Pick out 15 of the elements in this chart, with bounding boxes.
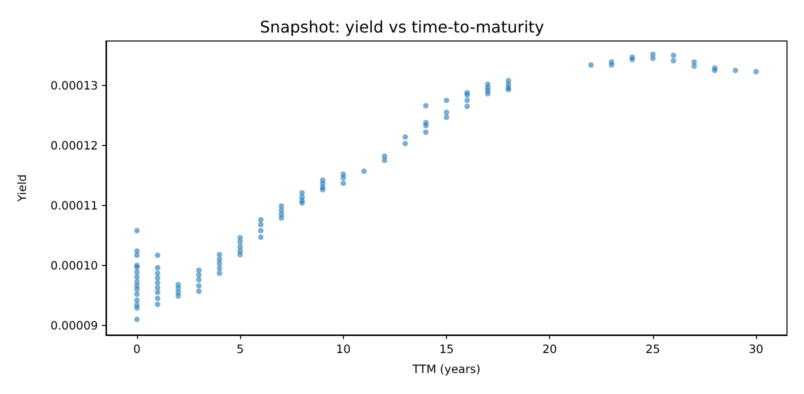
y-tick-label: 0.00013 [50,78,98,92]
x-tick-label: 15 [439,342,454,356]
x-tick-label: 10 [336,342,351,356]
x-axis-title: TTM (years) [411,362,481,376]
y-tick-label: 0.00012 [50,138,98,152]
x-tick-label: 30 [748,342,764,356]
y-axis-title: Yield [15,174,29,203]
x-tick-label: 0 [133,342,141,356]
x-tick-label: 20 [542,342,557,356]
chart-title: Snapshot: yield vs time-to-maturity [260,18,544,36]
x-tick-label: 5 [236,342,244,356]
y-tick-label: 0.00011 [50,198,98,212]
x-tick-label: 25 [646,342,660,356]
y-tick-label: 0.00010 [50,258,98,272]
y-tick-label: 0.00009 [50,318,98,332]
